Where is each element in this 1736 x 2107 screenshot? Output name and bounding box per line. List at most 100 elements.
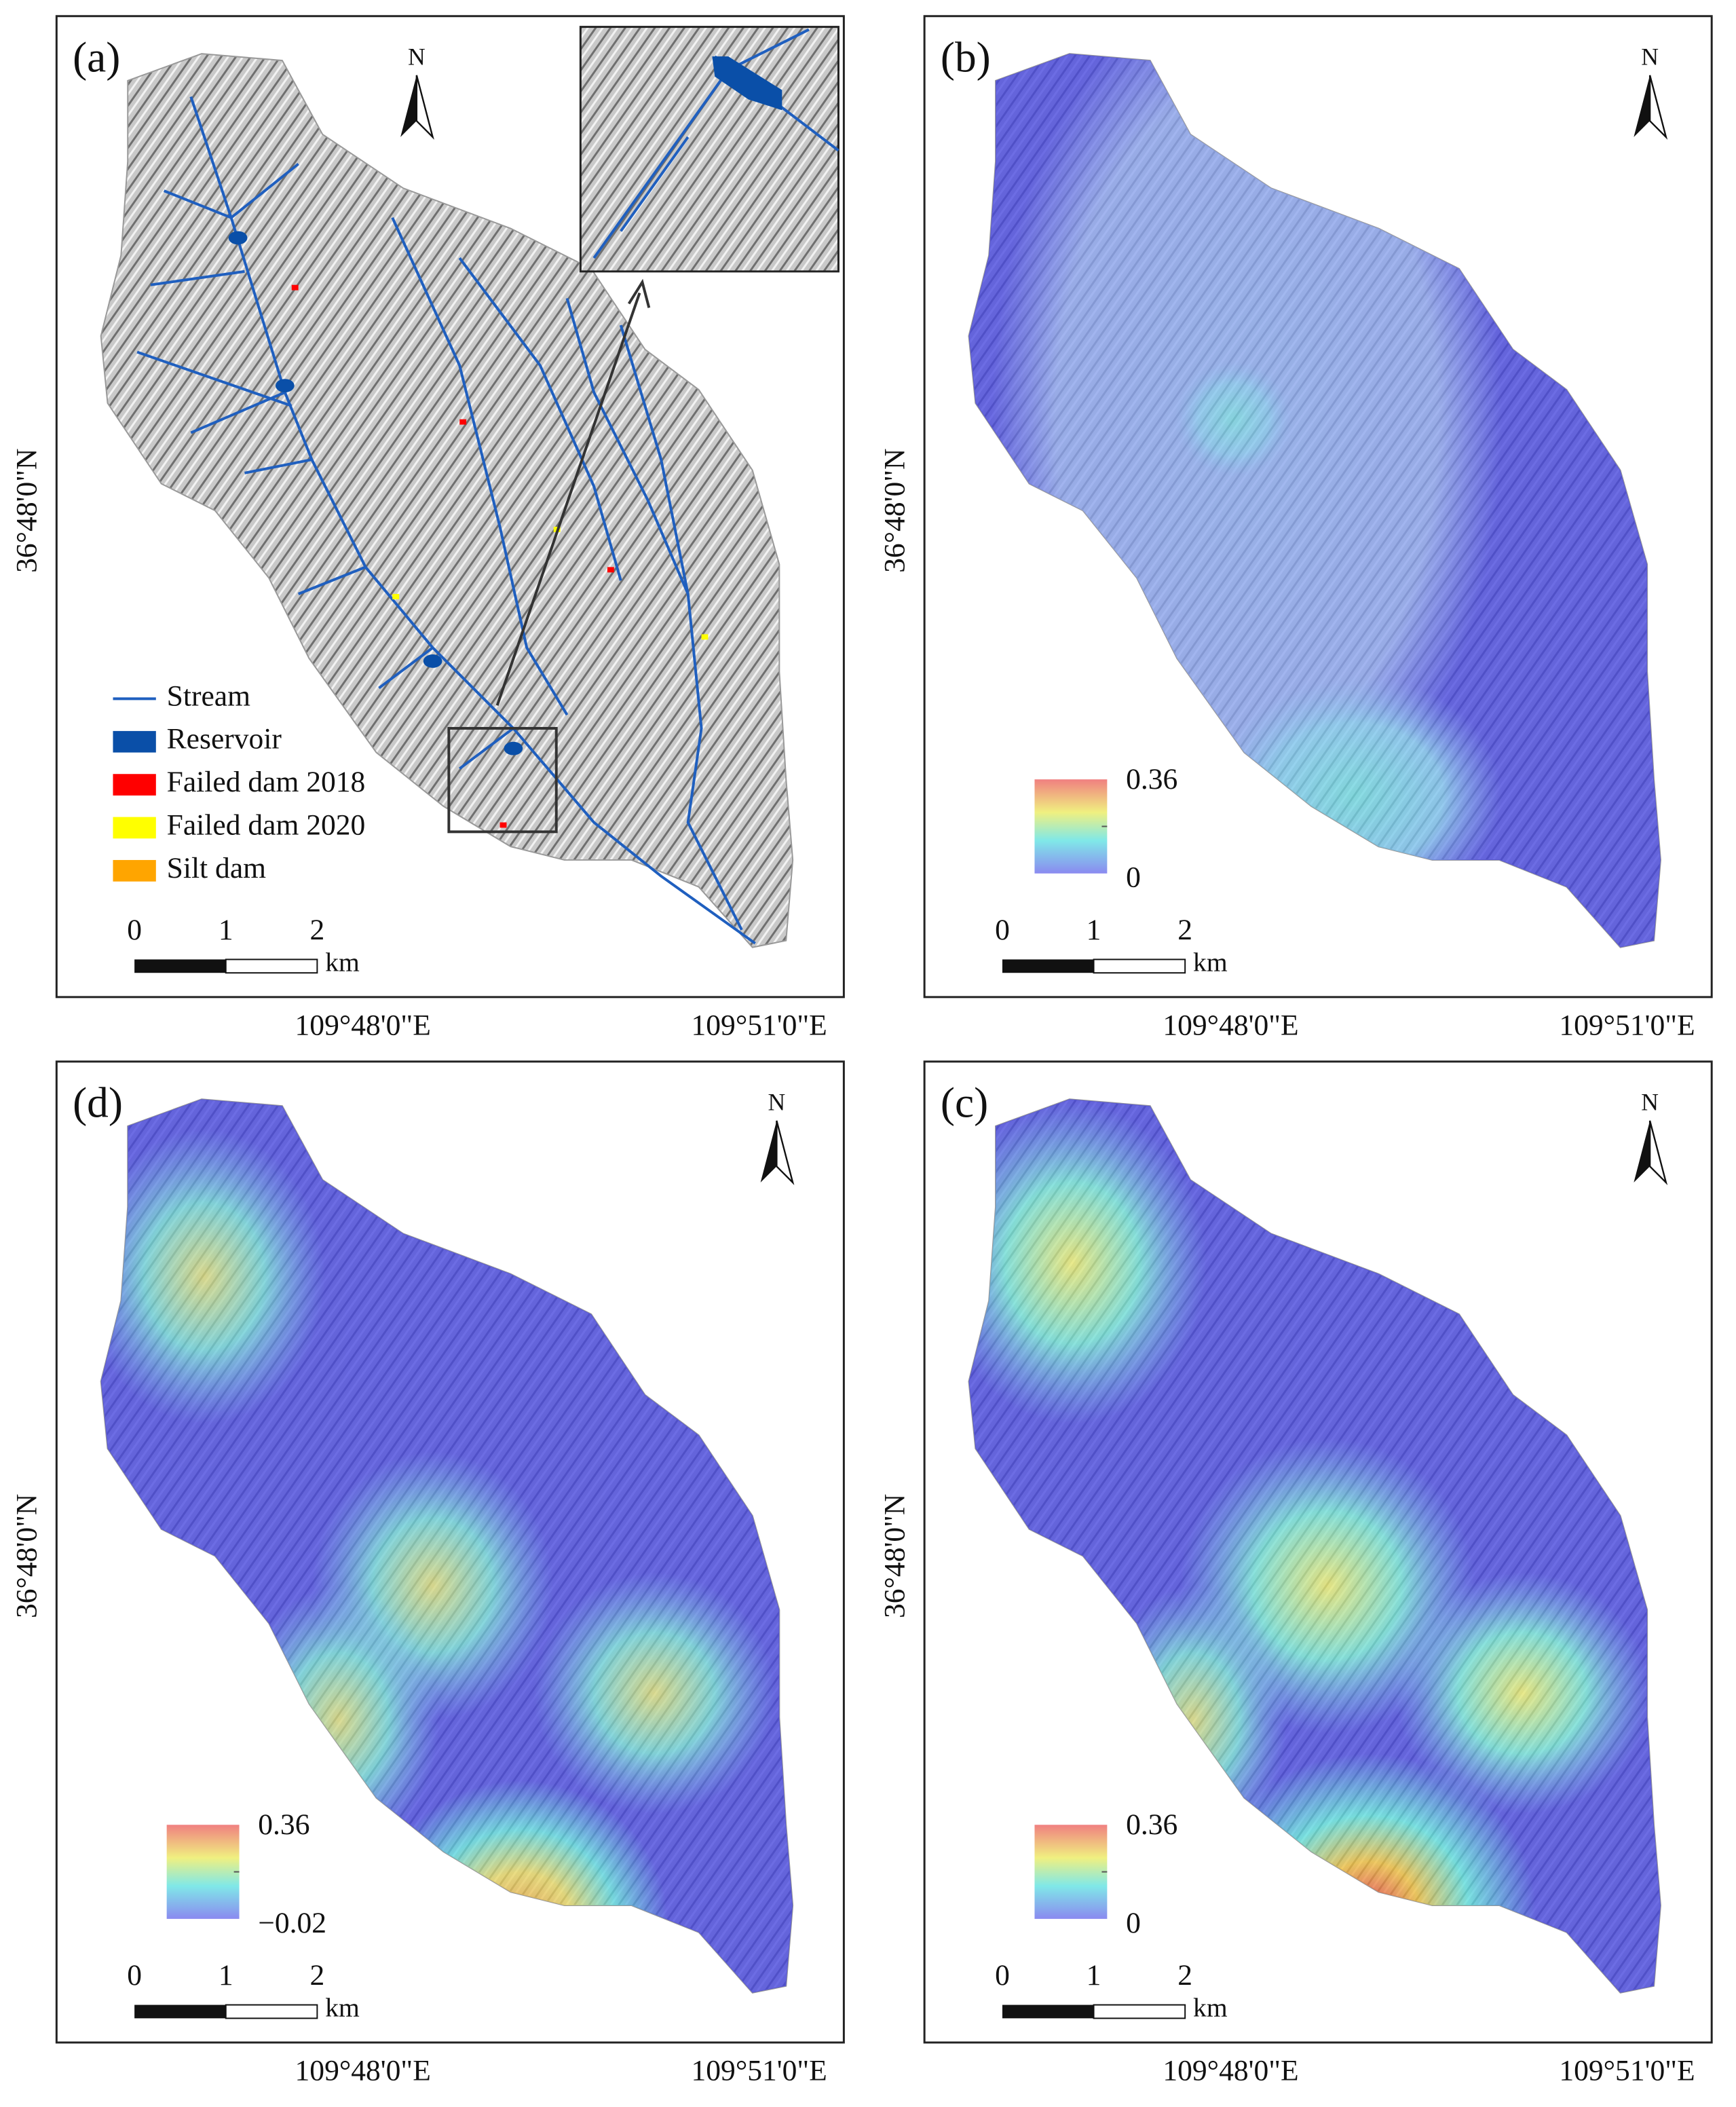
heat-blob [533,1572,776,1814]
label: 109°51'0"E [692,2055,827,2087]
scale-bar [1093,958,1186,974]
label: 1 [219,1959,233,1992]
label: 109°51'0"E [1559,1009,1695,1041]
dam [607,567,614,573]
label: 109°51'0"E [692,1009,827,1041]
scale-bar [134,2005,226,2019]
label: 2 [1177,1959,1192,1992]
colorbar [1034,1825,1108,1919]
legend-swatch [113,730,156,753]
north-arrow [1648,1120,1668,1185]
label: 1 [1087,1959,1101,1992]
zoom-arrow [495,278,651,706]
label: 36°48'0"N [879,449,911,573]
inset-reservoir [712,56,782,111]
label: 109°48'0"E [295,2055,431,2087]
label: 1 [1087,914,1101,946]
label: 36°48'0"N [11,449,43,573]
legend-swatch [113,859,156,882]
dam [459,419,467,425]
label: 0 [1126,1907,1141,1939]
label: 0.36 [1126,1808,1177,1841]
label: 0 [1126,861,1141,894]
label: 0 [127,914,142,946]
heat-blob [1173,358,1294,480]
legend-swatch [113,774,156,796]
colorbar [166,1825,240,1919]
label: 2 [309,914,324,946]
dam [499,822,507,828]
label: (b) [941,34,991,81]
label: 36°48'0"N [11,1494,43,1618]
scale-bar [1093,2004,1186,2019]
label: (c) [941,1079,988,1127]
label: 0 [995,914,1010,946]
label: 0.36 [258,1808,309,1841]
stream [391,217,569,716]
colorbar [1034,779,1108,874]
label: (d) [73,1079,123,1127]
label: Reservoir [167,723,282,756]
scale-bar [134,959,226,973]
north-arrow [415,75,434,140]
reservoir [228,231,248,245]
north-arrow [1648,75,1668,140]
label: 109°51'0"E [1559,2055,1695,2087]
reservoir [504,741,523,756]
label: (a) [73,34,120,81]
label: N [408,43,426,70]
label: km [1193,947,1228,977]
zoom-box [447,726,558,834]
north-arrow [1634,1120,1650,1183]
label: 2 [309,1959,324,1992]
label: 0.36 [1126,763,1177,796]
stream [189,96,756,945]
stream [244,458,514,770]
reservoir [276,379,295,393]
label: −0.02 [258,1907,326,1939]
scale-bar [225,958,318,974]
heat-blob [1395,1572,1650,1814]
map-panel: Stream Reservoir Failed dam 2018 Failed dam… [11,15,845,1041]
label: 36°48'0"N [879,1494,911,1618]
stream [565,297,690,595]
dam [392,593,400,599]
heat-blob [968,1102,1207,1425]
scale-bar [1002,959,1094,973]
label: km [325,1993,360,2023]
label: 109°48'0"E [1163,1009,1298,1041]
dam [291,284,299,291]
scale-bar [225,2004,318,2019]
scale-bar [1002,2005,1094,2019]
inset [579,26,839,273]
label: N [1641,1088,1659,1115]
dam [701,634,709,640]
label: 2 [1177,914,1192,946]
label: N [768,1088,786,1115]
label: 109°48'0"E [295,1009,431,1041]
label: N [1641,43,1659,70]
label: 0 [995,1959,1010,1992]
north-arrow [1634,75,1650,137]
label: Stream [167,679,250,712]
legend-swatch [113,817,156,839]
heat-blob [100,1128,326,1425]
map-panel: 0.36 −0.02 (d) N 0 1 2km 36°48'0"N 109°48'0"E 109… [11,1060,845,2087]
label: 109°48'0"E [1163,2055,1298,2087]
watershed [100,53,794,948]
label: Failed dam 2020 [167,808,366,841]
north-arrow [776,1120,795,1185]
label: Silt dam [167,852,267,884]
label: km [325,947,360,977]
north-arrow [760,1120,777,1183]
label: km [1193,1993,1228,2023]
reservoir [423,654,442,668]
label: 0 [127,1959,142,1992]
stream [619,324,743,931]
label: 1 [219,914,233,946]
stream [458,257,622,581]
